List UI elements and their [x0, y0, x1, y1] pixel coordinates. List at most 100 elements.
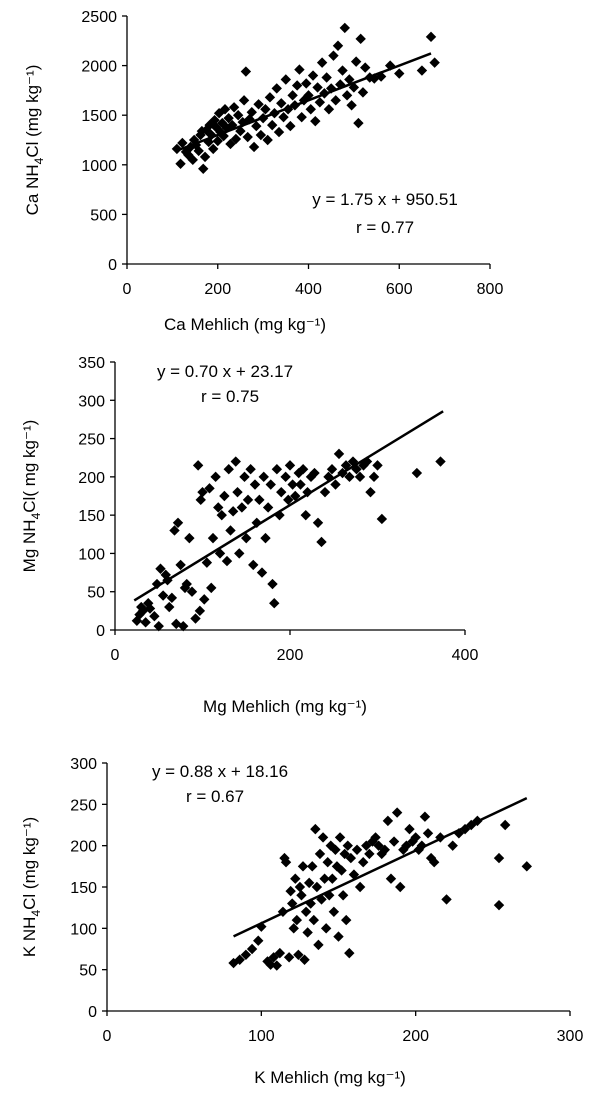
data-point [312, 82, 323, 93]
data-point [285, 885, 296, 897]
data-point [319, 486, 331, 498]
data-point [425, 31, 437, 43]
data-point [169, 525, 180, 536]
data-point [221, 555, 233, 567]
data-point [314, 97, 326, 108]
data-point [372, 460, 383, 471]
data-point [285, 120, 296, 132]
y-tick-label: 350 [78, 355, 105, 372]
data-point [240, 949, 252, 960]
data-point [521, 861, 532, 872]
data-point [273, 126, 285, 138]
data-point [201, 557, 213, 568]
data-point [321, 72, 332, 83]
y-axis-title: K NH4Cl (mg kg⁻¹) [20, 817, 43, 957]
x-tick-label: 200 [204, 281, 231, 298]
data-point [280, 471, 291, 483]
data-point [294, 64, 305, 75]
data-point [134, 609, 145, 620]
y-tick-label: 50 [87, 585, 105, 602]
data-point [210, 471, 221, 483]
data-point [268, 952, 279, 963]
data-point [276, 486, 287, 498]
data-point [131, 615, 143, 627]
data-point [181, 578, 192, 590]
data-point [311, 881, 323, 893]
data-point [192, 460, 204, 471]
data-point [240, 66, 252, 77]
data-point [361, 840, 372, 851]
data-point [337, 890, 349, 901]
data-point [175, 559, 186, 571]
data-point [160, 569, 171, 581]
data-point [307, 70, 319, 81]
data-point [290, 490, 301, 502]
data-point [241, 532, 252, 544]
data-point [459, 823, 471, 835]
x-tick-label: 800 [477, 281, 504, 298]
data-point [204, 483, 215, 494]
data-point [364, 848, 375, 860]
x-tick-label: 0 [111, 647, 120, 664]
data-point [256, 921, 267, 932]
y-tick-label: 250 [70, 797, 97, 814]
data-point [206, 582, 217, 594]
data-point [300, 509, 311, 521]
data-point [328, 50, 339, 61]
data-point [207, 532, 219, 544]
y-tick-label: 150 [70, 880, 97, 897]
data-point [171, 143, 183, 155]
correlation-r: r = 0.77 [356, 218, 414, 237]
data-point [428, 857, 440, 868]
y-tick-label: 0 [88, 1004, 97, 1021]
x-tick-label: 400 [452, 647, 479, 664]
data-point [305, 104, 316, 115]
data-point [274, 947, 286, 959]
data-point [291, 80, 303, 91]
data-point [228, 102, 240, 113]
data-point [312, 517, 324, 528]
data-point [143, 598, 154, 609]
data-point [344, 74, 355, 85]
y-tick-label: 2500 [81, 9, 117, 26]
data-point [299, 954, 310, 965]
data-point [260, 104, 271, 115]
regression-equation: y = 0.88 x + 18.16 [152, 762, 288, 781]
data-point [219, 490, 230, 502]
data-point [384, 60, 396, 71]
data-point [208, 143, 219, 155]
data-point [245, 464, 256, 475]
data-point [345, 852, 357, 864]
data-point [219, 104, 231, 115]
data-point [302, 927, 313, 938]
regression-equation: y = 1.75 x + 950.51 [312, 190, 458, 209]
data-point [179, 582, 191, 594]
data-point [317, 832, 329, 843]
y-tick-label: 2000 [81, 59, 117, 76]
data-point [177, 137, 188, 149]
data-point [238, 95, 250, 106]
y-tick-label: 200 [70, 839, 97, 856]
data-point [333, 448, 345, 460]
data-point [236, 502, 248, 513]
data-point [223, 112, 234, 124]
data-point [323, 104, 335, 115]
data-point [283, 494, 294, 506]
data-point [307, 861, 318, 872]
data-point [382, 815, 394, 827]
data-point [291, 914, 303, 926]
data-point [394, 68, 405, 79]
data-point [388, 836, 400, 847]
data-point [195, 494, 206, 506]
data-point [188, 134, 200, 146]
data-point [274, 509, 285, 521]
data-point [295, 479, 306, 490]
data-point [157, 590, 169, 601]
data-point [350, 56, 362, 67]
data-point [287, 90, 298, 101]
data-point [267, 578, 278, 590]
trend-line [176, 52, 432, 152]
data-point [137, 605, 149, 617]
data-point [290, 873, 301, 884]
data-point [248, 559, 259, 571]
